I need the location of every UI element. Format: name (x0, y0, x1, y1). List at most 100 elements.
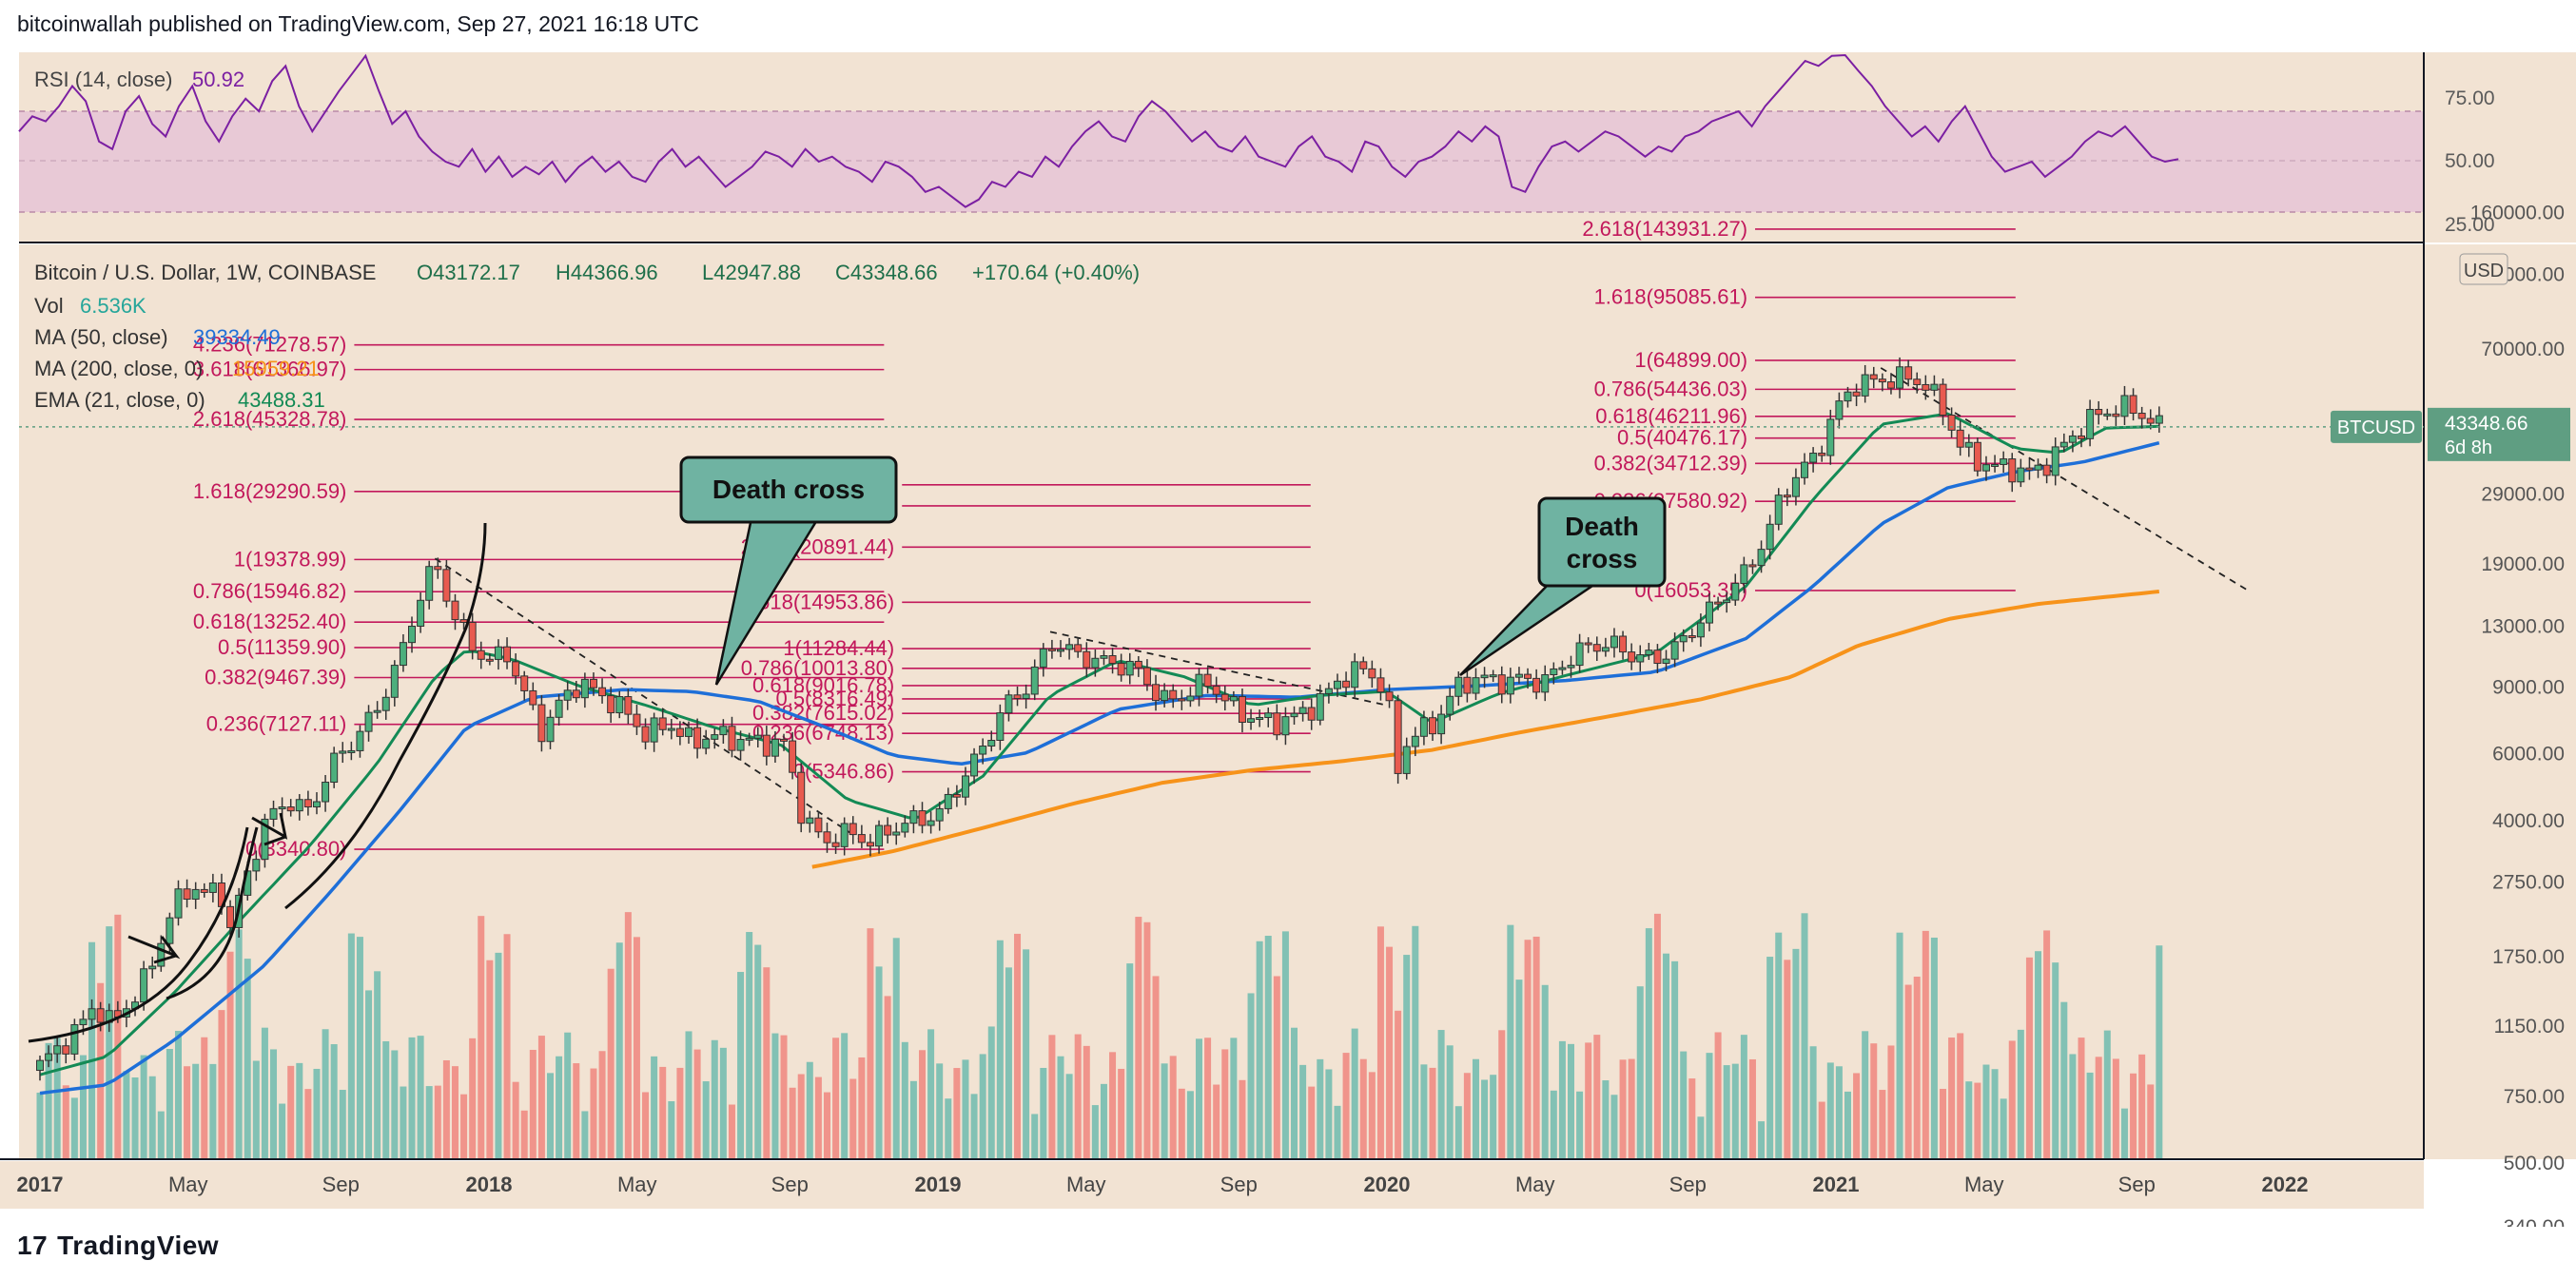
callout-box (1537, 496, 1667, 588)
candle-body (1601, 647, 1610, 652)
volume-bar (1083, 1045, 1090, 1159)
rsi-legend-value: 50.92 (192, 68, 244, 91)
rsi-axis-label: 25.00 (2445, 214, 2495, 236)
candle-body (1281, 716, 1290, 736)
candle-body (1005, 694, 1013, 714)
candle-body (2008, 458, 2017, 483)
candle-body (875, 824, 884, 847)
volume-bar (719, 1047, 727, 1159)
candle-body (183, 888, 191, 901)
volume-bar (746, 932, 753, 1159)
trendline (1880, 367, 2250, 592)
candle-body (1896, 366, 1904, 389)
volume-bar (486, 960, 494, 1159)
time-tick-label: Sep (1220, 1173, 1258, 1196)
volume-bar (651, 1056, 658, 1159)
volume-bar (1844, 1091, 1851, 1159)
volume-bar (1040, 1067, 1047, 1159)
time-tick-label: Sep (2118, 1173, 2156, 1196)
candle-body (2034, 464, 2042, 471)
volume-bar (841, 1033, 849, 1159)
volume-bar (919, 1050, 927, 1159)
fib-level-label: 0.786(15946.82) (193, 579, 346, 603)
volume-bar (1230, 1038, 1238, 1159)
candle-body (1298, 707, 1307, 714)
candle-body (823, 831, 831, 844)
volume-bar (1118, 1068, 1125, 1159)
candle-body (286, 806, 295, 812)
candle-body (295, 799, 303, 812)
candle-body (1203, 673, 1212, 688)
candle-body (2095, 409, 2103, 416)
volume-bar (1862, 1031, 1869, 1159)
candle-body (399, 642, 407, 667)
volume-bar (633, 937, 640, 1159)
candle-body (1541, 674, 1550, 693)
volume-bar (1610, 1095, 1618, 1159)
price-axis-bg (2424, 244, 2576, 1159)
volume-bar (1870, 1043, 1878, 1159)
volume-bar (771, 1033, 779, 1159)
btc-chart[interactable]: 75.00 50.00 25.00 RSI (14, close) 50.92 … (0, 0, 2576, 1227)
tradingview-logo[interactable]: 17 TradingView (17, 1231, 219, 1261)
volume-bar (1887, 1045, 1895, 1159)
volume-bar (157, 1111, 165, 1159)
volume-bar (45, 1042, 52, 1159)
volume-bar (892, 938, 900, 1159)
candle-body (909, 810, 918, 824)
volume-bar (970, 1094, 978, 1159)
fib-level-label: 1.618(29290.59) (193, 479, 346, 503)
volume-bar (537, 1036, 545, 1159)
volume-bar (434, 1085, 441, 1159)
volume-bar (62, 1085, 69, 1159)
candle-body (728, 726, 736, 751)
volume-bar (2147, 1084, 2155, 1159)
price-tick-label: 1750.00 (2492, 946, 2565, 968)
candle-body (952, 793, 961, 798)
price-tick-label: 6000.00 (2492, 744, 2565, 766)
volume-bar (590, 1068, 597, 1159)
candle-body (1636, 654, 1645, 663)
candle-body (935, 807, 944, 822)
candle-body (1818, 453, 1826, 456)
candle-body (2017, 467, 2025, 483)
volume-bar (460, 1094, 468, 1159)
candle-body (849, 823, 857, 836)
volume-bar (512, 1081, 519, 1159)
candle-body (555, 699, 563, 718)
volume-bar (2156, 945, 2163, 1159)
candle-body (1904, 366, 1913, 380)
candle-body (2155, 415, 2163, 424)
volume-bar (2017, 1029, 2024, 1159)
volume-bar (1143, 921, 1151, 1159)
callout-box (679, 456, 898, 524)
candle-body (615, 696, 624, 714)
volume-bar (867, 928, 874, 1159)
volume-bar (1031, 1114, 1039, 1159)
volume-bar (2086, 1072, 2094, 1159)
volume-bar (1376, 926, 1384, 1159)
candle-body (2068, 435, 2077, 443)
candle-body (1852, 391, 1861, 397)
candle-body (520, 675, 529, 691)
candle-body (442, 569, 451, 602)
candle-body (1047, 648, 1056, 651)
volume-bar (1308, 1086, 1316, 1159)
fib-level-label: 1(64899.00) (1634, 348, 1747, 372)
candle-body (1809, 453, 1818, 463)
volume-bar (823, 1092, 830, 1159)
candle-body (1567, 665, 1575, 669)
time-tick-label: 2017 (17, 1173, 64, 1196)
candle-body (1411, 735, 1419, 747)
candle-body (1886, 381, 1895, 389)
volume-bar (1403, 955, 1411, 1159)
volume-bar (814, 1076, 822, 1159)
price-tick-label: 750.00 (2504, 1086, 2565, 1108)
volume-bar (1014, 933, 1022, 1159)
candle-body (944, 793, 952, 809)
candle-body (1550, 668, 1558, 676)
candle-body (675, 727, 684, 737)
volume-bar (1186, 1091, 1194, 1159)
volume-bar (564, 1032, 572, 1159)
volume-bar (2103, 1030, 2111, 1159)
